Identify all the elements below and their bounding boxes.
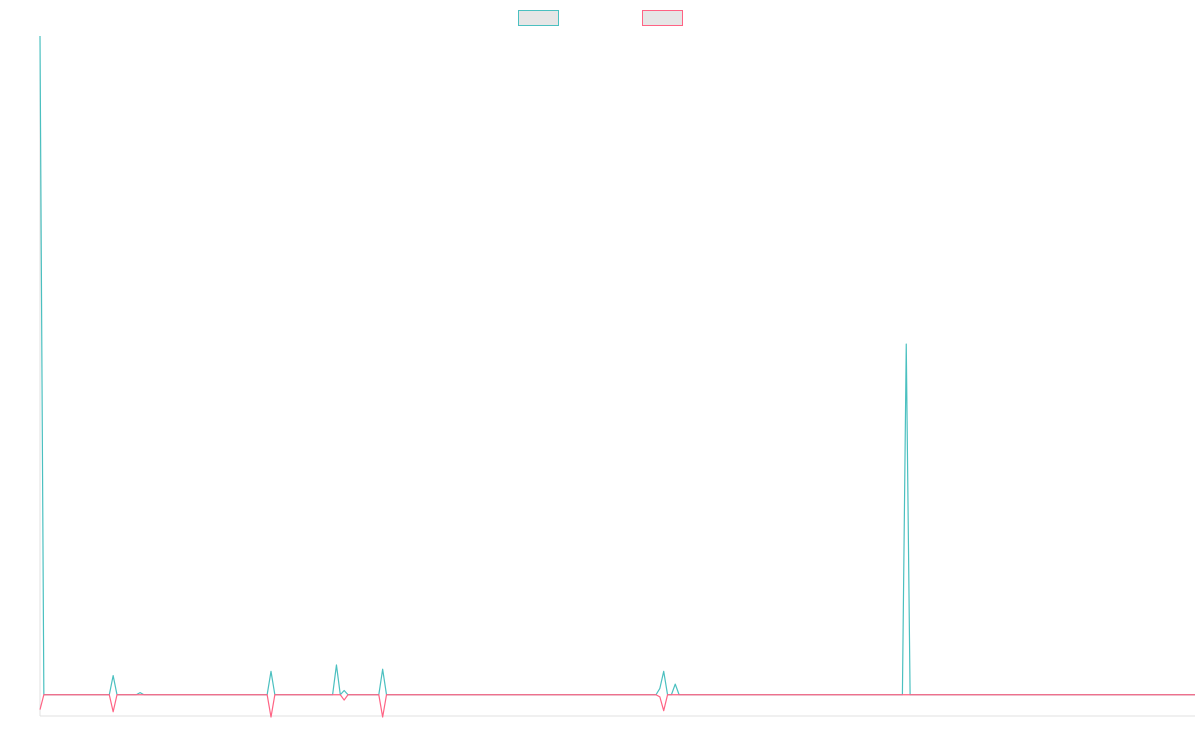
- legend-swatch[interactable]: [642, 10, 683, 26]
- series-line: [39, 694, 1195, 718]
- legend-swatch[interactable]: [518, 10, 559, 26]
- series-line: [39, 35, 1195, 696]
